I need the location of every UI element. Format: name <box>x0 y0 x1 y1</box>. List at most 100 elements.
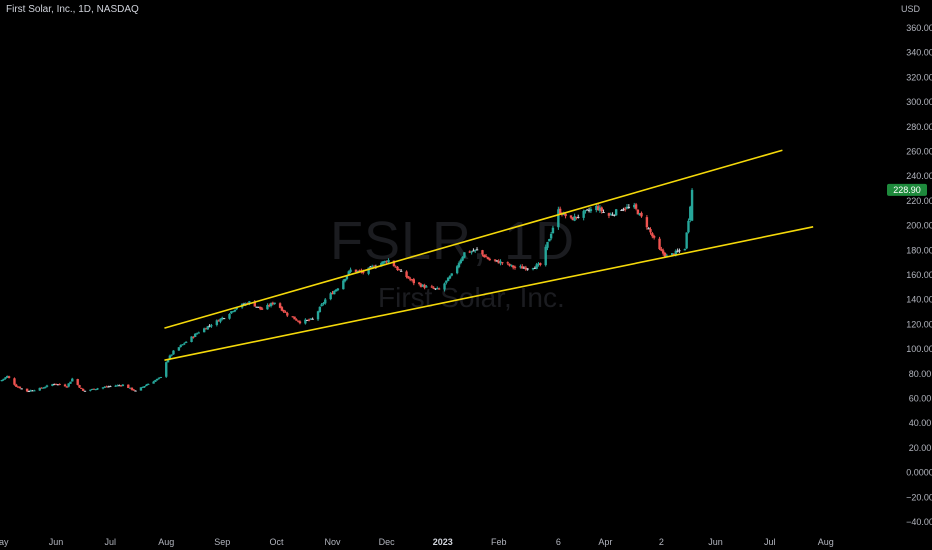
candle <box>624 206 627 212</box>
candle <box>83 390 87 392</box>
candle <box>141 386 144 388</box>
candle <box>448 275 452 280</box>
candle <box>228 313 231 320</box>
y-tick-label: 340.00 <box>906 48 932 58</box>
y-tick-label: 80.00 <box>909 369 932 379</box>
candle <box>497 259 500 264</box>
candle <box>156 378 159 381</box>
candle <box>253 300 256 307</box>
candle <box>689 205 692 223</box>
candle <box>56 384 60 386</box>
candle <box>231 310 235 313</box>
candle <box>177 347 181 352</box>
candle <box>539 262 542 267</box>
candle <box>620 209 623 212</box>
candle <box>96 387 99 391</box>
candle <box>118 384 121 387</box>
candle <box>76 378 79 386</box>
candle <box>533 266 537 269</box>
candle <box>13 377 16 386</box>
x-tick-label: Jul <box>104 537 116 547</box>
candle <box>193 333 197 338</box>
candle <box>586 209 589 211</box>
candle <box>683 248 687 251</box>
candle <box>531 267 535 271</box>
trendline-upper[interactable] <box>164 149 783 329</box>
candle <box>65 385 69 388</box>
watermark-symbol: FSLR, 1D <box>330 211 576 271</box>
candle <box>320 302 323 307</box>
candle <box>569 215 573 219</box>
candle <box>508 263 511 267</box>
candle <box>573 213 576 222</box>
candle <box>295 318 298 321</box>
candle <box>598 204 602 213</box>
candle <box>233 309 237 313</box>
x-tick-label: 2023 <box>433 537 453 547</box>
x-tick-label: Aug <box>158 537 174 547</box>
candle <box>114 384 117 387</box>
y-tick-label: 280.00 <box>906 122 932 132</box>
candle <box>614 208 618 216</box>
candle <box>499 259 502 266</box>
candle <box>197 331 200 334</box>
candle <box>640 211 643 218</box>
candle <box>6 375 9 378</box>
candle <box>152 380 155 384</box>
candle <box>468 250 472 254</box>
candle <box>430 284 434 289</box>
candle <box>128 387 132 389</box>
y-tick-label: 180.00 <box>906 245 932 255</box>
candle <box>324 297 327 305</box>
candle <box>154 379 157 383</box>
y-tick-label: 160.00 <box>906 270 932 280</box>
candle <box>230 311 233 315</box>
candle <box>40 387 43 389</box>
candle <box>260 307 264 310</box>
candle <box>557 206 560 230</box>
candle <box>103 385 107 388</box>
candle <box>602 209 605 214</box>
candle <box>633 202 636 209</box>
candle <box>474 249 477 253</box>
trendline-lower[interactable] <box>164 226 814 361</box>
y-tick-label: 140.00 <box>906 295 932 305</box>
y-tick-label: −40.00 <box>906 517 932 527</box>
x-tick-label: Jul <box>764 537 776 547</box>
candle <box>132 388 135 391</box>
candle <box>38 387 41 391</box>
x-tick-label: Apr <box>598 537 612 547</box>
x-tick-label: Jun <box>49 537 64 547</box>
candle <box>307 318 311 322</box>
candle <box>488 257 491 261</box>
candle <box>304 318 307 325</box>
candle <box>369 265 372 268</box>
candle <box>412 277 415 286</box>
candle <box>445 280 448 285</box>
candle <box>45 384 49 388</box>
candle <box>425 285 428 288</box>
candle <box>636 209 640 215</box>
candle <box>627 204 631 209</box>
candle <box>457 261 461 269</box>
candle <box>506 261 509 266</box>
x-axis[interactable]: May Jun Jul Aug Sep Oct Nov Dec 2023 Feb 6 Apr 2 Jun J… <box>0 537 834 547</box>
candle <box>53 383 56 386</box>
candle <box>90 388 94 391</box>
candle <box>645 215 649 230</box>
x-tick-label: Feb <box>491 537 507 547</box>
candle <box>105 385 108 388</box>
candle <box>183 342 186 346</box>
candle <box>607 212 611 219</box>
candle <box>463 252 466 259</box>
x-tick-label: Dec <box>379 537 396 547</box>
candle <box>450 273 453 277</box>
candle <box>649 227 652 235</box>
y-tick-label: 260.00 <box>906 147 932 157</box>
y-axis[interactable]: −40.00 −20.00 0.0000 20.00 40.00 60.00 80.00 10… <box>906 23 932 527</box>
candle <box>461 256 464 262</box>
candle <box>219 318 222 324</box>
x-tick-label: Aug <box>818 537 834 547</box>
